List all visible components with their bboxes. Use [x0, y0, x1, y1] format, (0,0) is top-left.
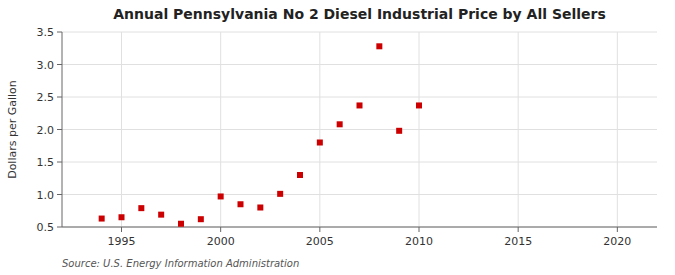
x-tick-label: 2005	[306, 235, 334, 248]
x-tick-label: 1995	[108, 235, 136, 248]
x-tick-label: 2020	[603, 235, 631, 248]
y-tick	[57, 162, 62, 163]
point	[277, 191, 283, 197]
axes: 1995 2000 2005 2010 2015 2020 0.5 1.0 1.5 2.0 2.5 3…	[37, 26, 658, 248]
y-grid-line	[62, 162, 657, 163]
x-tick	[419, 227, 420, 232]
point	[99, 216, 105, 222]
y-grid-line	[62, 64, 657, 65]
chart: 1995 2000 2005 2010 2015 2020 0.5 1.0 1.5 2.0 2.5 3…	[0, 0, 675, 275]
x-tick	[220, 227, 221, 232]
point	[257, 205, 263, 211]
point	[238, 201, 244, 207]
y-tick-label: 2.5	[37, 91, 55, 104]
grid	[62, 32, 657, 227]
point	[297, 172, 303, 178]
x-tick-label: 2000	[207, 235, 235, 248]
y-tick-label: 1.0	[37, 189, 55, 202]
x-axis-line	[62, 227, 657, 228]
y-grid-line	[62, 129, 657, 130]
y-tick-label: 2.0	[37, 124, 55, 137]
y-tick	[57, 64, 62, 65]
y-tick	[57, 227, 62, 228]
point	[178, 221, 184, 227]
x-tick	[319, 227, 320, 232]
x-tick	[617, 227, 618, 232]
point	[158, 212, 164, 218]
point	[396, 128, 402, 134]
source-note: Source: U.S. Energy Information Administ…	[62, 258, 299, 269]
y-grid-line	[62, 194, 657, 195]
y-grid-line	[62, 227, 657, 228]
points	[99, 43, 422, 226]
point	[218, 193, 224, 199]
point	[416, 102, 422, 108]
y-axis-line	[62, 32, 63, 227]
x-tick	[121, 227, 122, 232]
y-grid-line	[62, 97, 657, 98]
x-tick-label: 2010	[405, 235, 433, 248]
point	[317, 140, 323, 146]
y-axis-label: Dollars per Gallon	[6, 80, 19, 179]
y-tick	[57, 129, 62, 130]
point	[138, 205, 144, 211]
x-tick-label: 2015	[504, 235, 532, 248]
y-tick-label: 3.0	[37, 59, 55, 72]
y-tick-label: 0.5	[37, 221, 55, 234]
y-grid-line	[62, 32, 657, 33]
y-tick	[57, 97, 62, 98]
point	[119, 214, 125, 220]
point	[357, 102, 363, 108]
point	[376, 43, 382, 49]
point	[198, 216, 204, 222]
y-tick-label: 1.5	[37, 156, 55, 169]
y-tick	[57, 32, 62, 33]
y-tick-label: 3.5	[37, 26, 55, 39]
title: Annual Pennsylvania No 2 Diesel Industri…	[113, 6, 606, 22]
point	[337, 121, 343, 127]
x-tick	[518, 227, 519, 232]
y-tick	[57, 194, 62, 195]
